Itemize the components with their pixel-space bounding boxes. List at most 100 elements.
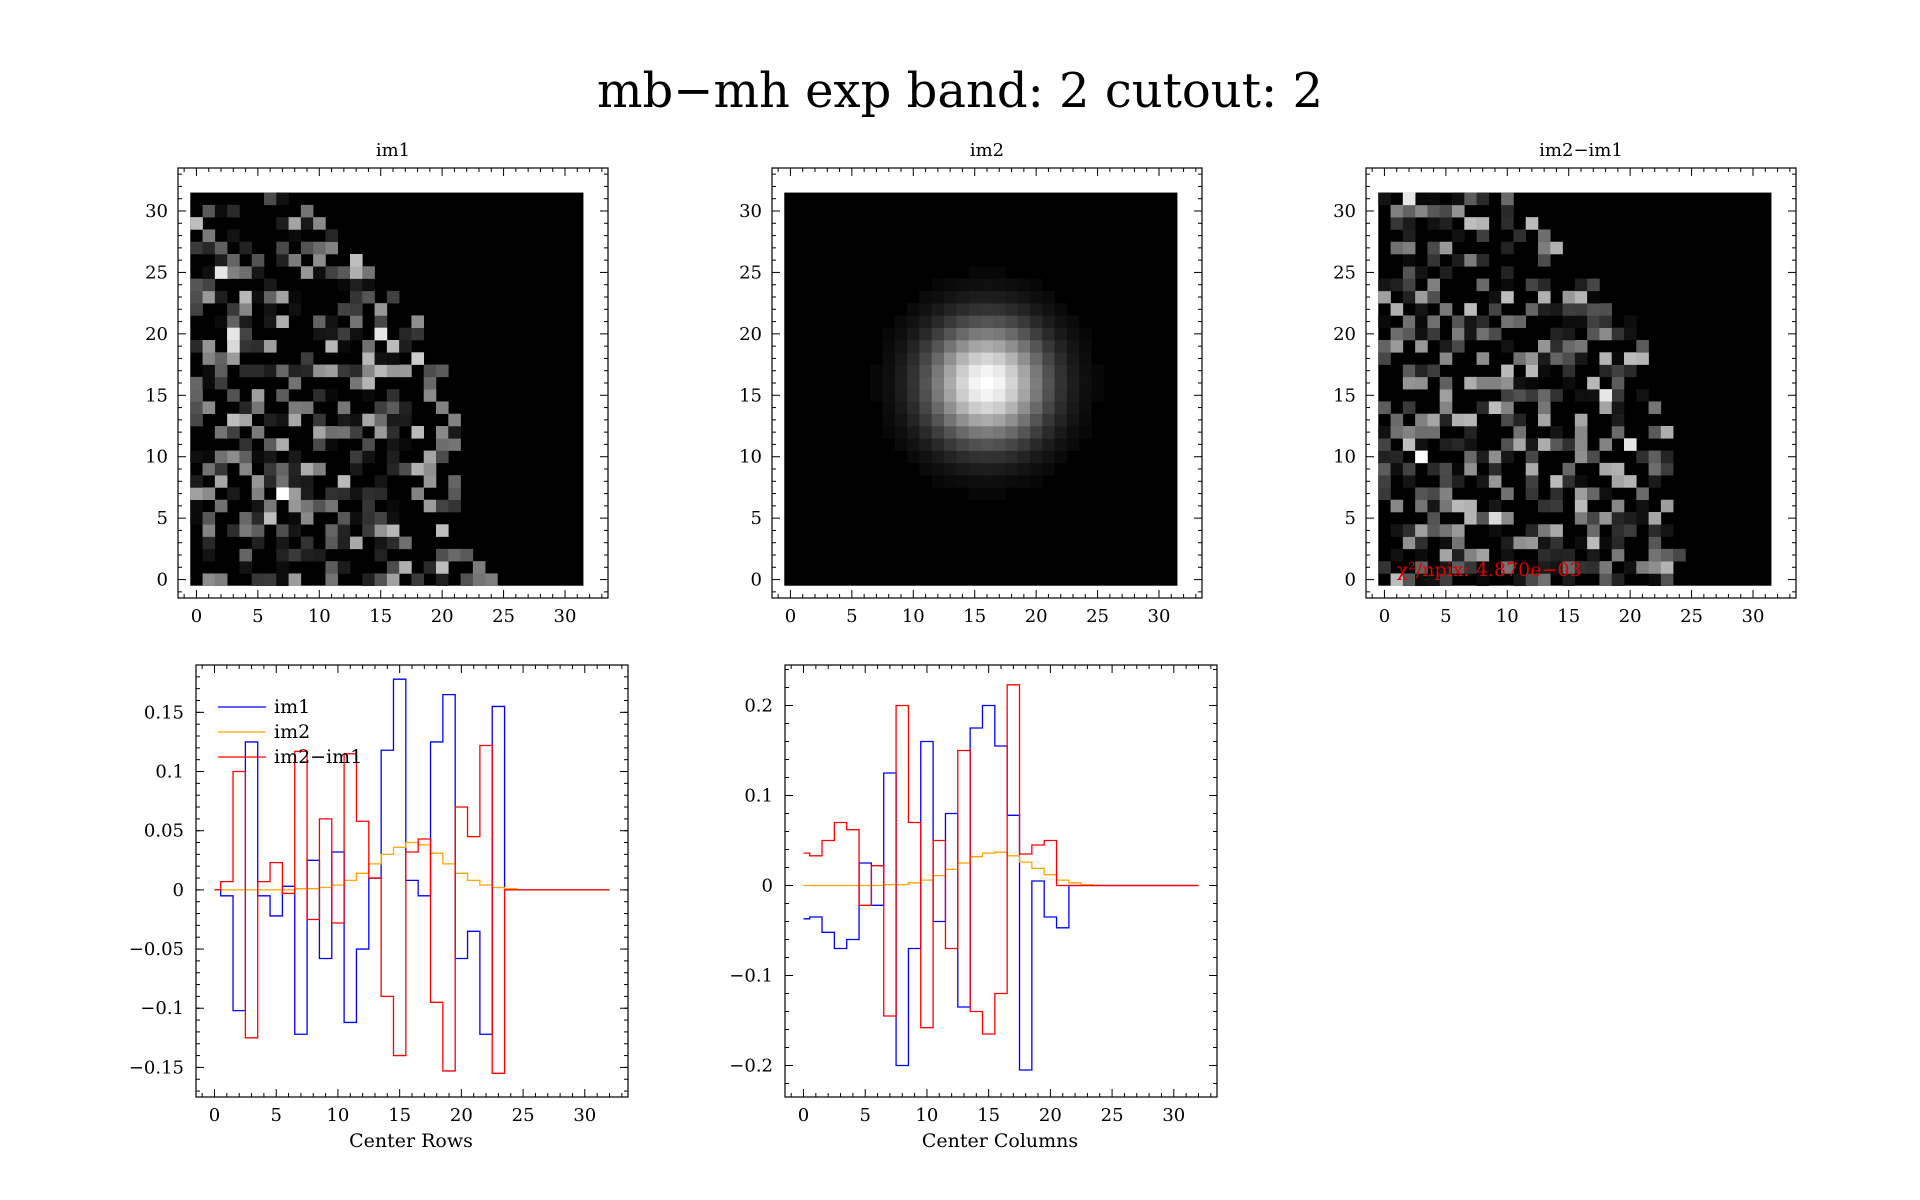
pixel: [956, 340, 969, 353]
pixel: [944, 278, 957, 292]
pixel: [362, 340, 375, 353]
pixel: [239, 548, 253, 562]
pixel: [362, 524, 375, 537]
pixel: [325, 536, 339, 550]
pixel: [1005, 438, 1019, 451]
pixel: [1005, 278, 1019, 292]
pixel: [239, 290, 253, 304]
pixel: [264, 499, 277, 513]
pixel: [1390, 426, 1404, 439]
y-tick-label: −0.1: [140, 998, 184, 1019]
pixel: [1562, 475, 1576, 488]
pixel: [1636, 450, 1649, 464]
pixel: [288, 524, 302, 537]
series-im2im1-line: [803, 684, 1199, 1035]
pixel: [968, 413, 982, 427]
pixel: [1599, 573, 1613, 587]
pixel: [956, 475, 969, 488]
pixel: [956, 413, 969, 427]
pixel: [980, 303, 994, 316]
pixel: [1030, 450, 1043, 464]
pixel: [1066, 389, 1080, 402]
pixel: [1030, 364, 1043, 378]
pixel: [1439, 389, 1453, 402]
pixel: [1439, 499, 1453, 513]
pixel: [325, 524, 339, 537]
pixel: [1501, 401, 1514, 415]
pixel: [1378, 340, 1391, 353]
pixel: [1415, 524, 1428, 537]
pixel: [1017, 352, 1031, 365]
pixel: [472, 573, 486, 587]
pixel: [227, 524, 240, 537]
pixel: [190, 340, 203, 353]
pixel: [1005, 327, 1019, 341]
pixel: [956, 327, 969, 341]
pixel: [288, 217, 302, 230]
pixel: [1624, 352, 1637, 365]
pixel: [202, 462, 216, 476]
pixel: [190, 487, 203, 501]
pixel: [1439, 204, 1453, 218]
pixel: [1402, 536, 1416, 550]
pixel: [325, 499, 339, 513]
pixel: [1648, 450, 1662, 464]
pixel: [968, 315, 982, 329]
pixel: [362, 266, 375, 279]
pixel: [1574, 315, 1588, 329]
x-tick-label: 0: [209, 1105, 220, 1126]
pixel: [190, 290, 203, 304]
pixel: [1538, 340, 1551, 353]
pixel: [1017, 413, 1031, 427]
pixel: [374, 426, 388, 439]
pixel: [325, 438, 339, 451]
pixel: [1599, 512, 1613, 525]
pixel: [362, 499, 375, 513]
pixel: [1005, 376, 1019, 390]
y-tick-label: 0.05: [144, 821, 184, 842]
pixel: [1402, 376, 1416, 390]
series-im1-line: [214, 678, 610, 1035]
pixel: [993, 426, 1006, 439]
pixel-bright: [374, 327, 388, 341]
axes-frame: [784, 664, 1218, 1098]
pixel: [288, 462, 302, 476]
pixel: [944, 475, 957, 488]
pixel: [944, 389, 957, 402]
pixel: [882, 327, 896, 341]
pixel: [239, 266, 253, 279]
pixel: [1501, 376, 1514, 390]
pixel: [1562, 548, 1576, 562]
pixel: [239, 364, 253, 378]
pixel: [1066, 401, 1080, 415]
pixel: [1079, 327, 1092, 341]
pixel: [214, 290, 228, 304]
pixel: [1054, 315, 1068, 329]
pixel: [276, 192, 289, 206]
pixel: [1501, 548, 1514, 562]
pixel: [1054, 327, 1068, 341]
pixel: [1378, 438, 1391, 451]
pixel: [1550, 536, 1563, 550]
pixel: [1402, 364, 1416, 378]
pixel: [251, 524, 265, 537]
pixel: [1005, 413, 1019, 427]
pixel: [362, 290, 375, 304]
pixel: [968, 450, 982, 464]
pixel: [1501, 438, 1514, 451]
pixel: [386, 561, 400, 574]
pixel: [919, 303, 933, 316]
pixel: [1030, 340, 1043, 353]
pixel: [313, 499, 326, 513]
pixel: [1624, 512, 1637, 525]
pixel: [1378, 450, 1391, 464]
pixel: [1476, 548, 1490, 562]
pixel: [882, 340, 896, 353]
pixel: [944, 327, 957, 341]
pixel: [1030, 389, 1043, 402]
pixel: [919, 352, 933, 365]
pixel: [944, 462, 957, 476]
pixel: [931, 475, 945, 488]
pixel: [1550, 475, 1563, 488]
pixel: [956, 462, 969, 476]
